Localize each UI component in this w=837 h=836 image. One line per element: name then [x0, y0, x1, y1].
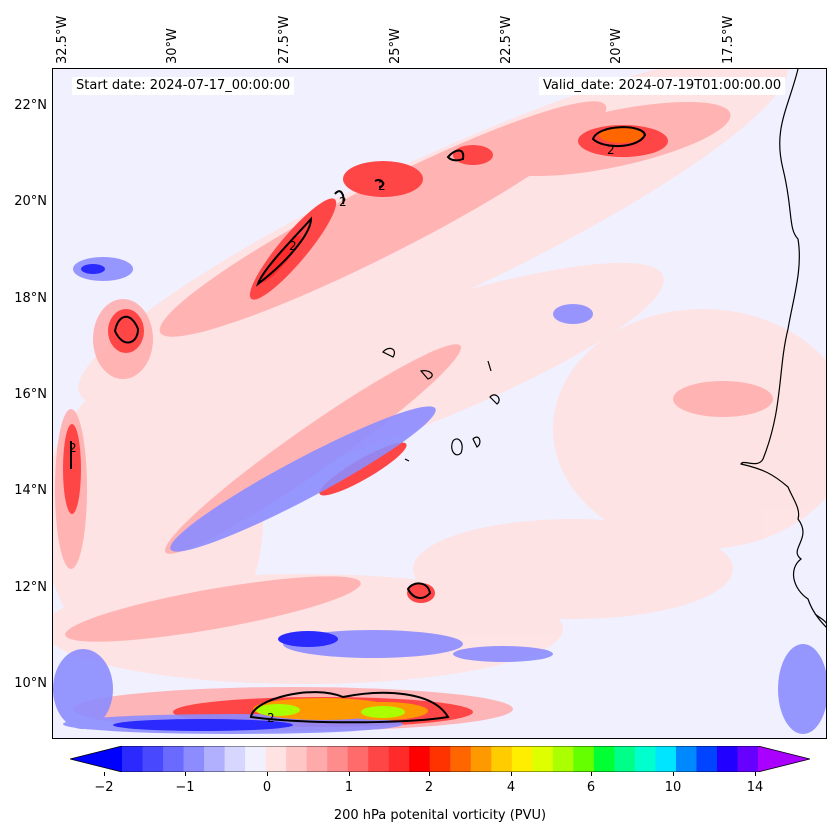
colorbar-segment	[470, 746, 492, 772]
lon-label: 22.5°W	[499, 15, 514, 64]
colorbar-segment	[429, 746, 451, 772]
lat-label: 14°N	[14, 483, 47, 498]
colorbar-segment	[552, 746, 574, 772]
lon-label: 25°W	[388, 28, 403, 64]
colorbar-tick-label: 14	[746, 780, 764, 795]
colorbar-segment	[347, 746, 369, 772]
colorbar-segment	[696, 746, 718, 772]
colorbar-segment	[450, 746, 472, 772]
colorbar-extend-high	[758, 746, 810, 772]
coastline	[382, 69, 826, 628]
colorbar-tick-label: 6	[586, 780, 596, 795]
colorbar-tick-mark	[104, 772, 105, 776]
map-panel[interactable]: 2 2 2 2 2 2	[52, 68, 827, 739]
colorbar-tick-mark	[349, 772, 350, 776]
colorbar-segment	[265, 746, 287, 772]
colorbar-tick-label: −2	[94, 780, 114, 795]
lat-label: 10°N	[14, 676, 47, 691]
colorbar-segment	[204, 746, 226, 772]
colorbar-segment	[306, 746, 328, 772]
colorbar-segment	[532, 746, 554, 772]
contour-label: 2	[69, 441, 77, 455]
lon-label: 20°W	[609, 28, 624, 64]
start-date-label: Start date: 2024-07-17_00:00:00	[72, 77, 295, 95]
colorbar-segment	[655, 746, 677, 772]
colorbar-tick-label: −1	[175, 780, 195, 795]
contour-label: 2	[378, 179, 386, 193]
colorbar-segment	[634, 746, 656, 772]
contour-label: 2	[289, 239, 297, 253]
lat-label: 12°N	[14, 580, 47, 595]
colorbar-tick-mark	[591, 772, 592, 776]
contour-label: 2	[339, 195, 347, 209]
colorbar-tick-label: 10	[664, 780, 682, 795]
colorbar-segment	[614, 746, 636, 772]
lat-label: 18°N	[14, 291, 47, 306]
colorbar-segment	[716, 746, 738, 772]
colorbar-segment	[142, 746, 164, 772]
colorbar-tick-mark	[429, 772, 430, 776]
pv-field	[53, 69, 826, 738]
colorbar-segment	[675, 746, 697, 772]
colorbar-segment	[409, 746, 431, 772]
colorbar-tick-mark	[511, 772, 512, 776]
colorbar-tick-mark	[267, 772, 268, 776]
colorbar-tick-label: 0	[262, 780, 272, 795]
high-pv-cores	[253, 127, 643, 720]
lon-label: 17.5°W	[721, 15, 736, 64]
colorbar-label: 200 hPa potenital vorticity (PVU)	[333, 808, 547, 823]
colorbar	[70, 746, 810, 772]
valid-date-label: Valid_date: 2024-07-19T01:00:00.00	[539, 77, 786, 95]
colorbar-tick-label: 4	[506, 780, 516, 795]
lon-label: 27.5°W	[277, 15, 292, 64]
colorbar-tick-label: 1	[344, 780, 354, 795]
colorbar-segment	[388, 746, 410, 772]
colorbar-segment	[245, 746, 267, 772]
colorbar-segment	[511, 746, 533, 772]
colorbar-segment	[286, 746, 308, 772]
colorbar-segment	[573, 746, 595, 772]
colorbar-tick-mark	[185, 772, 186, 776]
contour-label: 2	[267, 711, 275, 725]
lat-label: 20°N	[14, 194, 47, 209]
colorbar-tick-mark	[673, 772, 674, 776]
colorbar-segment	[224, 746, 246, 772]
colorbar-segment	[368, 746, 390, 772]
colorbar-segment	[327, 746, 349, 772]
lon-label: 32.5°W	[55, 15, 70, 64]
colorbar-segment	[737, 746, 759, 772]
colorbar-segment	[491, 746, 513, 772]
colorbar-segment	[593, 746, 615, 772]
lat-label: 22°N	[14, 98, 47, 113]
colorbar-segment	[122, 746, 144, 772]
lat-label: 16°N	[14, 387, 47, 402]
colorbar-tick-label: 2	[424, 780, 434, 795]
lon-label: 30°W	[165, 28, 180, 64]
contour-label: 2	[607, 143, 615, 157]
strong-negative-areas	[81, 264, 338, 731]
colorbar-tick-mark	[755, 772, 756, 776]
colorbar-segment	[163, 746, 185, 772]
pv-2-contours	[70, 126, 647, 724]
colorbar-extend-low	[70, 746, 122, 772]
colorbar-segment	[183, 746, 205, 772]
